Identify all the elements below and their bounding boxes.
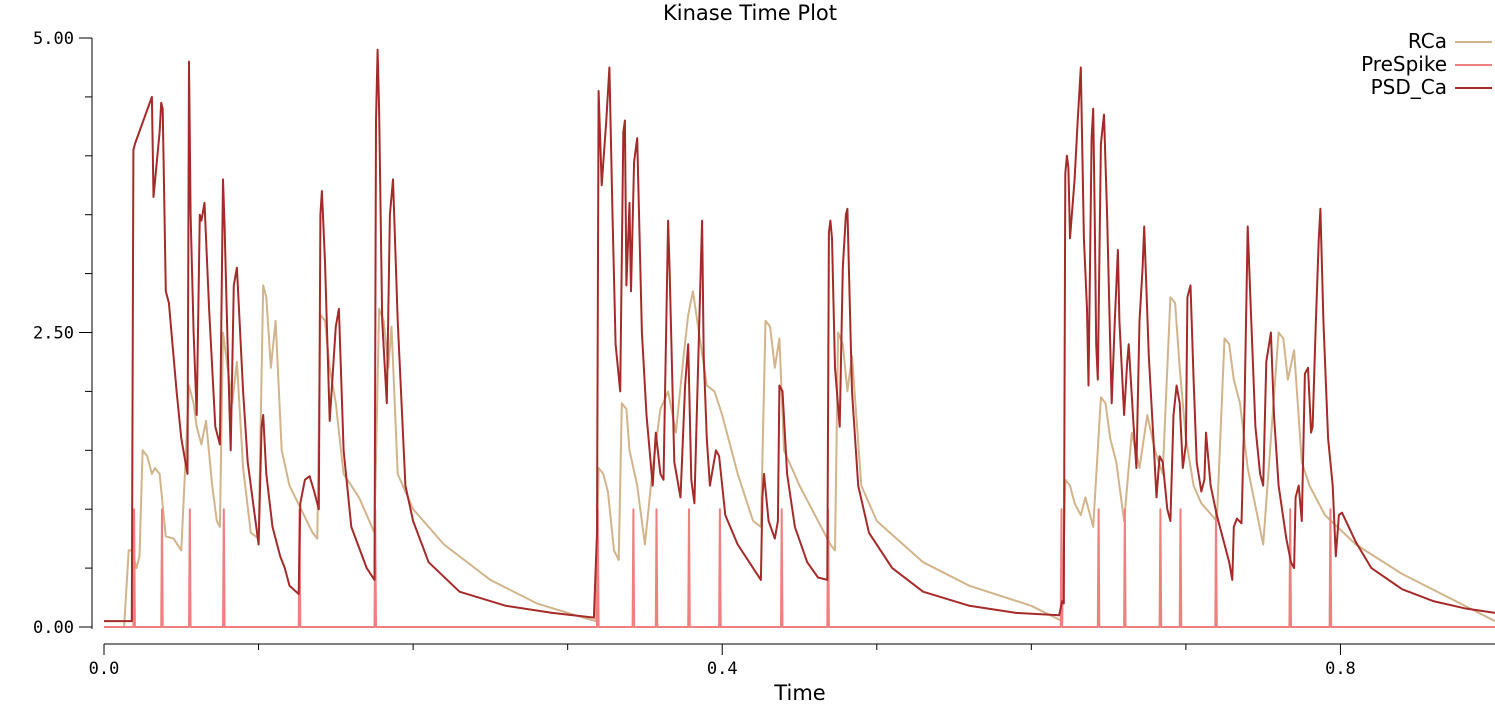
y-tick-label: 0.00 [33, 618, 74, 638]
series-line-prespike [104, 508, 1495, 628]
y-tick-label: 5.00 [33, 29, 74, 49]
chart-title: Kinase Time Plot [663, 1, 837, 25]
x-tick-label: 0.8 [1325, 659, 1356, 679]
x-axis-label: Time [773, 681, 825, 705]
legend-label-psd-ca: PSD_Ca [1371, 75, 1447, 99]
series-layer [104, 48, 1495, 628]
legend-label-prespike: PreSpike [1361, 52, 1447, 76]
legend-label-rca: RCa [1408, 29, 1447, 53]
x-tick-label: 0.0 [89, 659, 120, 679]
series-line-psd-ca [104, 48, 1495, 623]
axes: 0.00 2.50 5.00 0.0 0.4 0.8 [33, 29, 1495, 679]
x-tick-label: 0.4 [707, 659, 738, 679]
y-tick-label: 2.50 [33, 324, 74, 344]
series-line-rca [104, 284, 1495, 628]
